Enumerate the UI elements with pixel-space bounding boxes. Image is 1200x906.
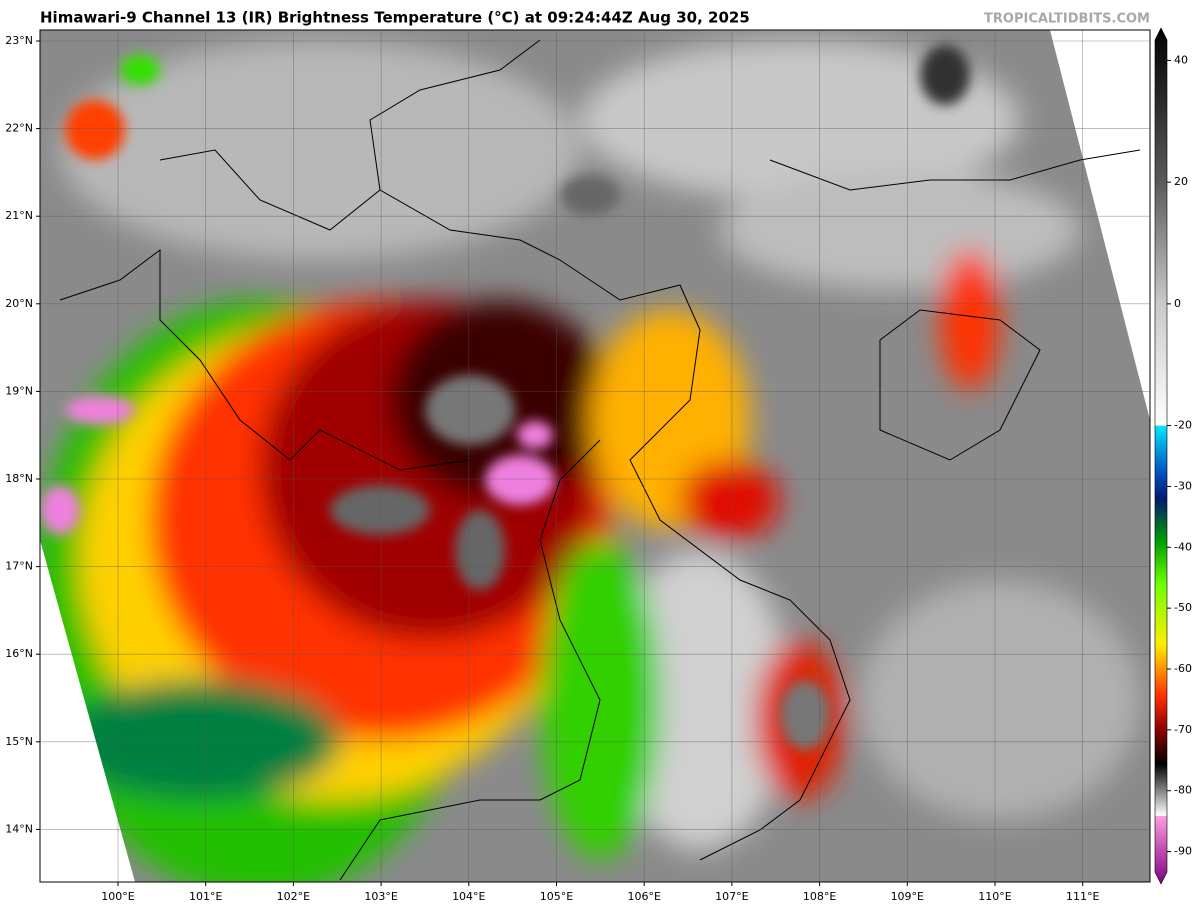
lon-label: 100°E [101,890,134,903]
lat-label: 23°N [5,34,33,47]
lat-label: 17°N [5,560,33,573]
lat-label: 20°N [5,297,33,310]
lon-label: 110°E [978,890,1011,903]
lat-label: 15°N [5,735,33,748]
lon-label: 107°E [715,890,748,903]
map-frame [39,29,1151,883]
lat-label: 21°N [5,209,33,222]
lat-label: 19°N [5,384,33,397]
lon-label: 111°E [1066,890,1099,903]
lon-label: 105°E [540,890,573,903]
watermark: TROPICALTIDBITS.COM [984,12,1150,27]
lon-label: 101°E [189,890,222,903]
satellite-image [40,30,1150,882]
lon-label: 104°E [452,890,485,903]
colorbar: 40 20 0 -20 -30 -40 -50 -60 -70 -80 -90 [1154,27,1192,885]
colorbar-tick-label: -90 [1174,845,1192,858]
lon-label: 108°E [803,890,836,903]
title: Himawari-9 Channel 13 (IR) Brightness Te… [40,9,750,27]
colorbar-tick-label: -20 [1174,419,1192,432]
colorbar-tick-label: 20 [1174,175,1188,188]
lon-label: 102°E [277,890,310,903]
colorbar-tick-label: -60 [1174,662,1192,675]
lat-label: 16°N [5,647,33,660]
lat-label: 14°N [5,822,33,835]
lat-label: 18°N [5,472,33,485]
lon-label: 106°E [627,890,660,903]
colorbar-tick-label: -70 [1174,723,1192,736]
lat-label: 22°N [5,122,33,135]
lon-label: 103°E [364,890,397,903]
colorbar-tick-label: -50 [1174,601,1192,614]
colorbar-tick-label: -40 [1174,540,1192,553]
colorbar-tick-label: 40 [1174,53,1188,66]
colorbar-tick-label: -80 [1174,784,1192,797]
lon-label: 109°E [891,890,924,903]
colorbar-tick-label: -30 [1174,479,1192,492]
colorbar-tick-label: 0 [1174,297,1181,310]
